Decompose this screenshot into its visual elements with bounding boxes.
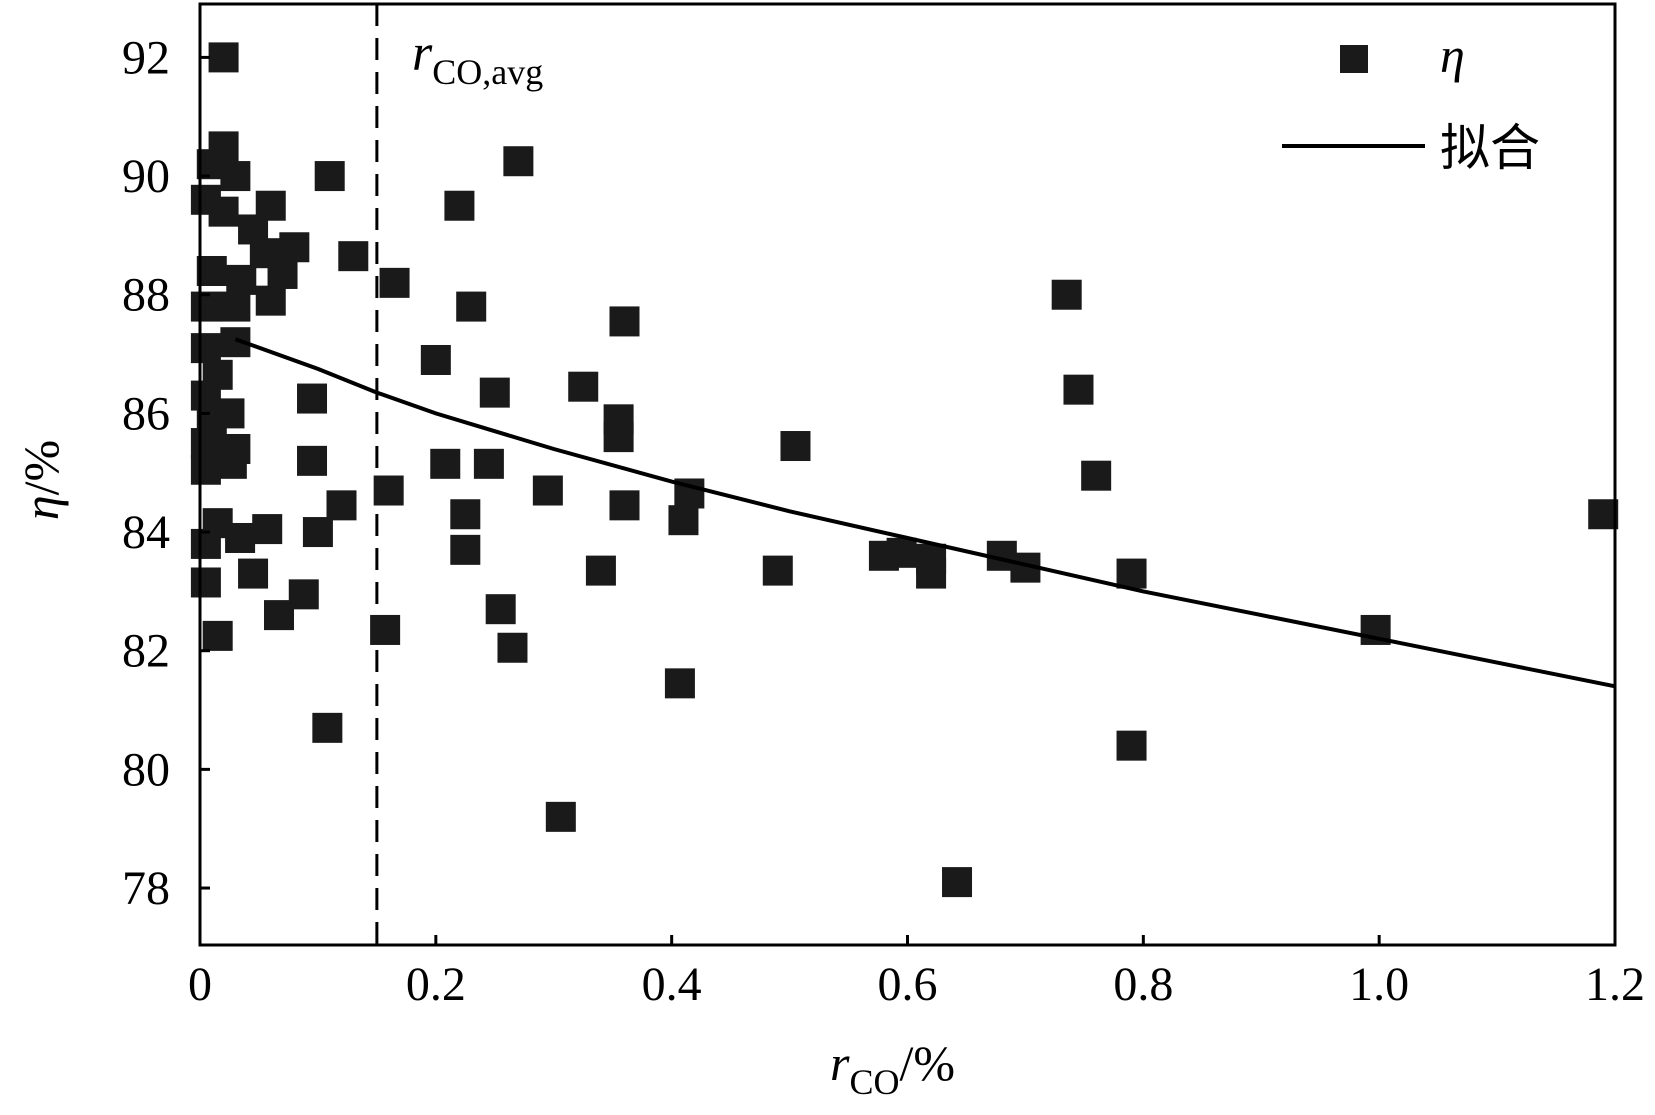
data-point-49 — [326, 490, 357, 521]
data-point-16 — [196, 255, 227, 286]
data-point-12 — [338, 241, 369, 272]
y-tick-label: 86 — [122, 387, 170, 440]
data-point-75 — [370, 614, 401, 645]
data-point-21 — [456, 291, 487, 322]
data-point-23 — [1051, 279, 1082, 310]
x-tick-label: 0 — [188, 958, 212, 1011]
data-point-29 — [1063, 374, 1094, 405]
data-point-70 — [190, 567, 221, 598]
data-point-18 — [255, 285, 286, 316]
data-point-27 — [568, 371, 599, 402]
data-point-45 — [1081, 460, 1112, 491]
data-point-82 — [942, 867, 973, 898]
y-axis-label: η/% — [13, 440, 69, 520]
data-point-40 — [216, 448, 247, 479]
data-point-72 — [264, 600, 295, 631]
data-point-9 — [208, 196, 239, 227]
data-point-15 — [379, 267, 410, 298]
data-point-25 — [190, 333, 221, 364]
data-point-50 — [609, 490, 640, 521]
data-point-73 — [485, 594, 516, 625]
data-point-26 — [420, 344, 451, 375]
data-point-41 — [297, 445, 328, 476]
x-tick-label: 0.8 — [1113, 958, 1173, 1011]
legend-label-fit: 拟合 — [1440, 119, 1540, 177]
data-point-43 — [473, 448, 504, 479]
data-point-0 — [208, 42, 239, 73]
axis-ticks: 0 0.2 0.4 0.6 0.8 1.0 1.2 78 80 82 84 86 88 90 92 — [122, 31, 1645, 1011]
y-tick-label: 90 — [122, 150, 170, 203]
data-point-20 — [190, 291, 221, 322]
x-tick-label: 0.6 — [878, 958, 938, 1011]
data-point-81 — [545, 801, 576, 832]
legend-marker-square — [1340, 45, 1368, 73]
data-point-53 — [1588, 499, 1619, 530]
reference-line-label: rCO,avg — [412, 25, 543, 92]
x-tick-label: 1.2 — [1585, 958, 1645, 1011]
y-tick-label: 84 — [122, 506, 170, 559]
data-point-46 — [373, 475, 404, 506]
data-point-3 — [220, 161, 251, 192]
data-point-19 — [220, 291, 251, 322]
data-point-22 — [609, 306, 640, 337]
x-tick-label: 1.0 — [1349, 958, 1409, 1011]
data-point-6 — [444, 190, 475, 221]
data-point-61 — [886, 537, 917, 568]
data-point-57 — [225, 522, 256, 553]
data-point-14 — [267, 258, 298, 289]
data-point-79 — [312, 712, 343, 743]
data-point-65 — [916, 558, 947, 589]
data-point-66 — [585, 555, 616, 586]
data-point-76 — [497, 632, 528, 663]
data-point-80 — [1116, 730, 1147, 761]
data-point-67 — [762, 555, 793, 586]
data-point-68 — [238, 558, 269, 589]
y-tick-label: 82 — [122, 625, 170, 678]
data-point-30 — [479, 377, 510, 408]
y-tick-label: 92 — [122, 31, 170, 84]
data-point-44 — [190, 454, 221, 485]
data-point-38 — [190, 428, 221, 459]
data-point-78 — [664, 668, 695, 699]
x-axis-label: rCO/% — [830, 1035, 955, 1102]
data-point-47 — [532, 475, 563, 506]
data-point-11 — [279, 232, 310, 263]
data-point-17 — [226, 264, 257, 295]
y-tick-label: 78 — [122, 862, 170, 915]
data-point-74 — [202, 620, 233, 651]
data-point-42 — [430, 448, 461, 479]
data-point-36 — [603, 422, 634, 453]
data-point-51 — [450, 499, 481, 530]
fit-curve — [234, 337, 1616, 689]
x-tick-label: 0.2 — [406, 958, 466, 1011]
data-point-69 — [1116, 558, 1147, 589]
data-point-52 — [668, 505, 699, 536]
legend-label-eta: η — [1440, 27, 1465, 83]
data-point-58 — [190, 528, 221, 559]
x-tick-label: 0.4 — [642, 958, 702, 1011]
data-point-5 — [503, 146, 534, 177]
data-point-55 — [252, 514, 283, 545]
data-point-31 — [297, 383, 328, 414]
data-point-4 — [314, 161, 345, 192]
data-point-59 — [450, 534, 481, 565]
data-point-39 — [780, 431, 811, 462]
data-point-56 — [302, 517, 333, 548]
plot-marks — [190, 4, 1619, 945]
legend: η 拟合 — [1282, 27, 1540, 177]
y-tick-label: 88 — [122, 269, 170, 322]
y-tick-label: 80 — [122, 743, 170, 796]
